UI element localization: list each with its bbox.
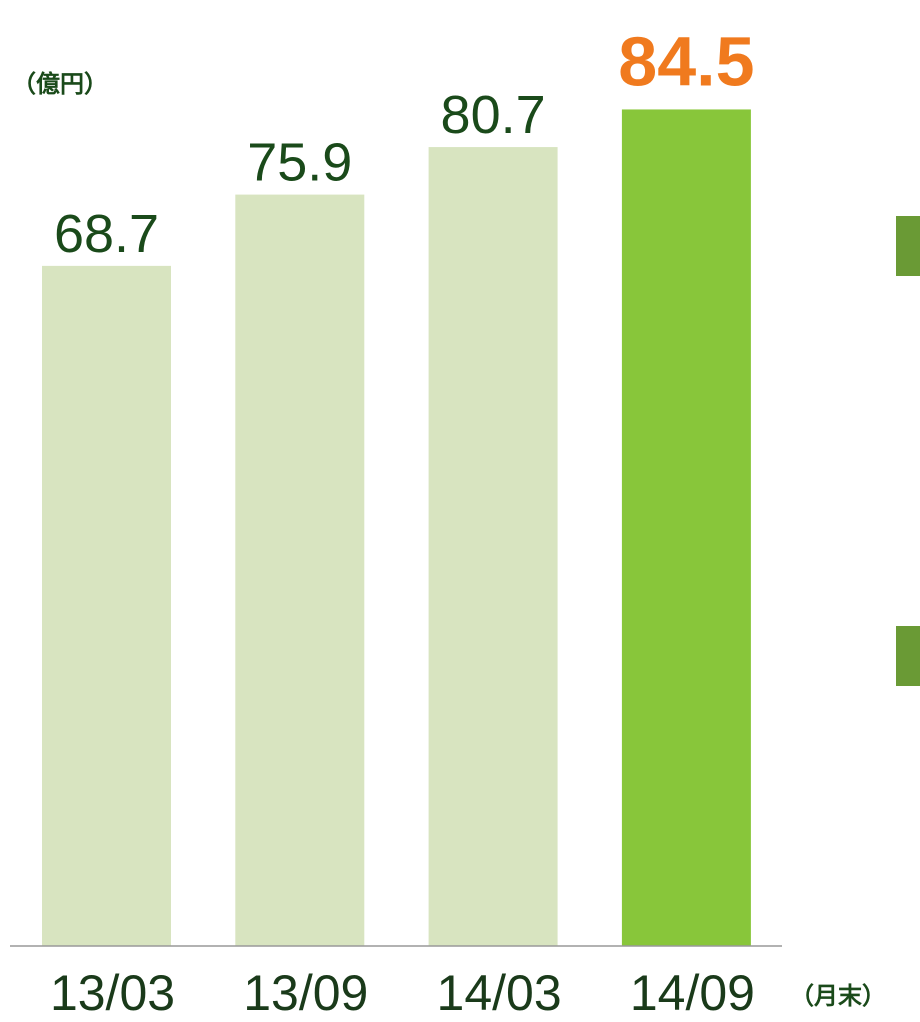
x-unit-label: （月末）	[790, 983, 886, 1010]
bar	[428, 147, 558, 946]
decor-square	[896, 626, 920, 686]
bar	[621, 109, 751, 946]
x-tick-label: 13/09	[243, 965, 368, 1021]
value-label: 84.5	[618, 22, 754, 100]
decor-square	[896, 216, 920, 276]
bar	[42, 265, 171, 946]
value-label: 68.7	[54, 204, 159, 264]
y-unit-label: （億円）	[12, 70, 108, 98]
x-tick-label: 14/03	[437, 965, 562, 1021]
x-tick-label: 13/03	[50, 965, 175, 1021]
value-label: 80.7	[441, 85, 546, 145]
x-tick-label: 14/09	[630, 965, 755, 1021]
bar	[235, 194, 365, 947]
value-label: 75.9	[247, 133, 352, 193]
